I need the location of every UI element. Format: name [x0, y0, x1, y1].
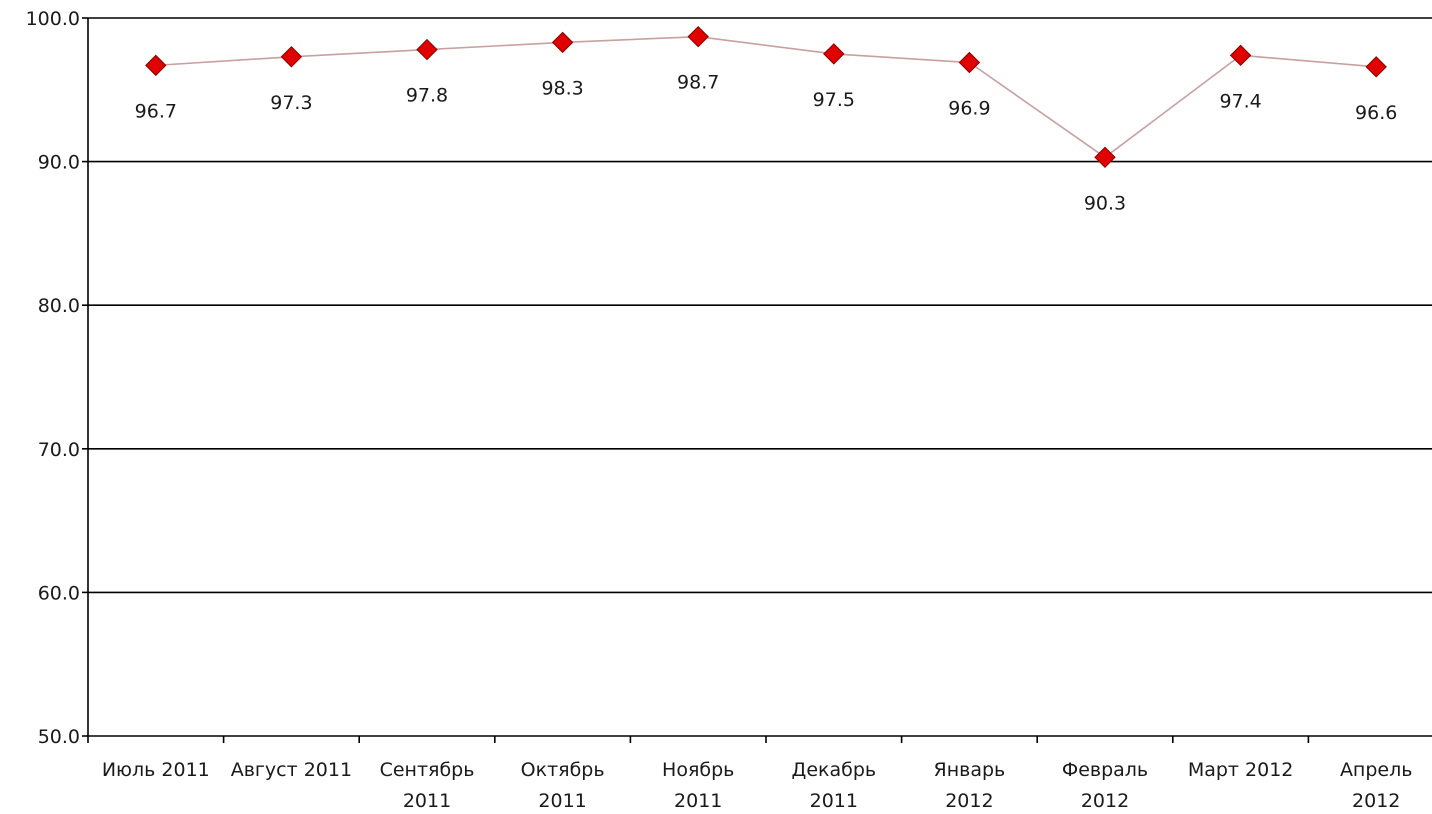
- series-line-segment: [833, 53, 970, 64]
- data-point-marker: [1094, 146, 1116, 168]
- data-label: 97.5: [813, 89, 855, 111]
- data-point-marker: [823, 43, 845, 65]
- data-label: 97.4: [1219, 90, 1261, 112]
- gridlines: [88, 17, 1432, 594]
- series-line-segment: [426, 41, 563, 51]
- series-markers: [145, 25, 1387, 168]
- data-point-marker: [280, 46, 303, 68]
- y-axis-tick-label: 90.0: [38, 152, 80, 174]
- x-axis-tick-labels: Июль 2011 Август 2011 Сентябрь 2011 Октябрь 2…: [102, 759, 1413, 812]
- series-line-segment: [1240, 54, 1377, 68]
- x-axis-tick-label: Февраль 2012: [1062, 759, 1148, 809]
- x-axis-tick-label: Октябрь 2011: [521, 759, 605, 809]
- data-point-marker: [551, 31, 574, 54]
- axes: [82, 17, 1432, 743]
- data-label: 96.9: [948, 98, 990, 120]
- x-axis-tick-label: Ноябрь 2011: [662, 759, 734, 809]
- data-label: 96.6: [1355, 102, 1397, 124]
- data-point-marker: [145, 54, 167, 77]
- y-axis-tick-label: 80.0: [38, 295, 80, 317]
- x-axis-tick-label: Апрель 2012: [1340, 759, 1413, 809]
- y-axis-tick-label: 70.0: [38, 439, 80, 461]
- data-label: 98.3: [541, 77, 583, 99]
- x-axis-tick-label: Июль 2011: [102, 759, 210, 781]
- data-labels: 96.7 97.3 97.8 98.3 98.7 97.5 96.9 90.3 97.4 96.6: [135, 72, 1398, 215]
- series-line: [155, 35, 1377, 158]
- x-axis-tick-label: Март 2012: [1188, 759, 1294, 781]
- data-point-marker: [416, 38, 438, 61]
- data-label: 97.3: [270, 92, 312, 114]
- series-line-segment: [562, 35, 699, 44]
- data-point-marker: [1229, 44, 1252, 67]
- x-axis-tick-label: Декабрь 2011: [791, 759, 876, 809]
- y-axis-tick-label: 100.0: [26, 8, 80, 30]
- series-line-segment: [291, 48, 428, 58]
- series-line-segment: [698, 35, 834, 55]
- data-label: 97.8: [406, 85, 448, 107]
- data-label: 96.7: [135, 100, 177, 122]
- data-point-marker: [687, 25, 709, 48]
- series-line-segment: [1104, 54, 1242, 158]
- y-axis-tick-label: 50.0: [38, 726, 80, 748]
- x-axis-tick-label: Август 2011: [231, 759, 352, 781]
- series-line-segment: [968, 61, 1106, 158]
- y-axis-tick-labels: 50.0 60.0 70.0 80.0 90.0 100.0: [26, 8, 80, 748]
- data-point-marker: [958, 51, 981, 74]
- data-label: 90.3: [1084, 192, 1126, 214]
- data-label: 98.7: [677, 72, 719, 94]
- x-axis-tick-label: Январь 2012: [934, 759, 1006, 809]
- data-point-marker: [1365, 56, 1387, 78]
- y-axis-tick-label: 60.0: [38, 582, 80, 604]
- x-axis-tick-label: Сентябрь 2011: [380, 759, 475, 809]
- series-line-segment: [155, 55, 292, 67]
